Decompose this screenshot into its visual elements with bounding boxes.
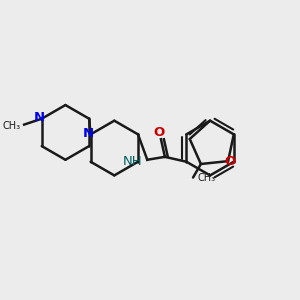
Text: CH₃: CH₃	[198, 172, 216, 182]
Text: CH₃: CH₃	[2, 121, 20, 130]
Text: O: O	[224, 154, 236, 168]
Text: NH: NH	[123, 155, 142, 168]
Text: N: N	[83, 127, 94, 140]
Text: N: N	[34, 111, 45, 124]
Text: O: O	[153, 126, 165, 139]
